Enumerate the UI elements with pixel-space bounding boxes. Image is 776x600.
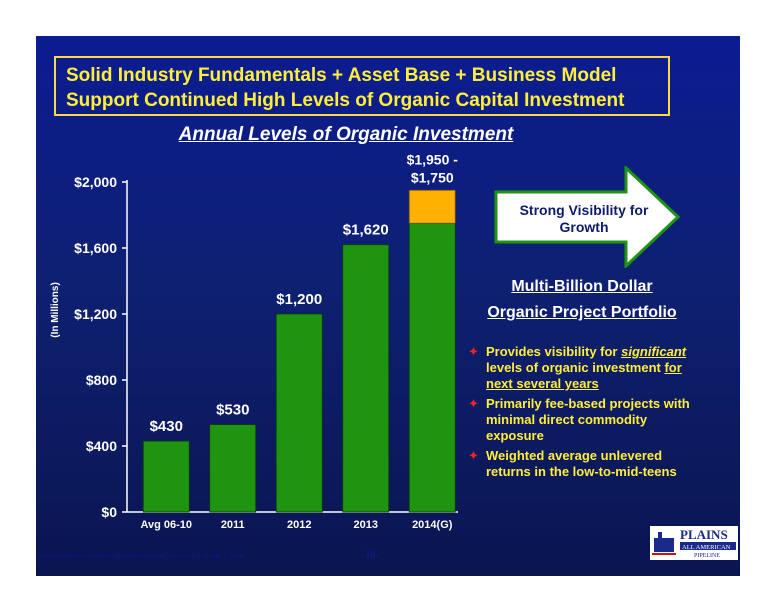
y-tick-label: $1,600	[74, 240, 117, 256]
bullet-1-ul1: for	[664, 360, 682, 375]
y-tick-label: $400	[86, 438, 117, 454]
data-label: $1,200	[276, 291, 322, 308]
portfolio-line2: Organic Project Portfolio	[487, 304, 677, 321]
arrow-line1: Strong Visibility for	[519, 202, 649, 218]
plains-logo: PLAINS ALL AMERICAN PIPELINE	[650, 526, 738, 560]
y-tick-label: $0	[101, 504, 117, 520]
bullet-2-text: Primarily fee-based projects with minima…	[486, 396, 690, 443]
four-point-star-icon: ✦	[468, 448, 479, 463]
portfolio-heading: Multi-Billion Dollar Organic Project Por…	[466, 274, 698, 326]
page-number: -16-	[362, 550, 379, 561]
data-label: $1,950 -	[407, 151, 459, 167]
arrow-line2: Growth	[559, 219, 609, 235]
bar	[408, 222, 456, 513]
y-tick-label: $1,200	[74, 306, 117, 322]
bullet-item: ✦ Provides visibility for significant le…	[466, 344, 706, 392]
y-tick-label: $2,000	[74, 174, 117, 190]
data-label: $1,750	[411, 169, 454, 185]
bullet-1-emph: significant	[621, 344, 687, 359]
bar	[275, 313, 323, 513]
y-axis-title: (In Millions)	[50, 282, 61, 338]
bullet-item: ✦ Primarily fee-based projects with mini…	[466, 396, 706, 444]
bullet-1-ul2: next several years	[486, 376, 599, 391]
logo-line3: PIPELINE	[694, 553, 720, 559]
bullet-3-text: Weighted average unlevered returns in th…	[486, 448, 677, 479]
bar-chart: $0 $400 $800 $1,200 $1,600 $2,000 (In Millions…	[50, 151, 459, 531]
bullet-item: ✦ Weighted average unlevered returns in …	[466, 448, 706, 480]
four-point-star-icon: ✦	[468, 344, 479, 359]
four-point-star-icon: ✦	[468, 396, 479, 411]
bar-range-segment	[408, 189, 456, 224]
slide: Solid Industry Fundamentals + Asset Base…	[36, 36, 740, 576]
x-tick-label: Avg 06-10	[140, 519, 192, 531]
slide-title-line1: Solid Industry Fundamentals + Asset Base…	[66, 65, 617, 86]
arrow-callout-text: Strong Visibility for Growth	[500, 202, 668, 236]
bar	[342, 244, 390, 513]
bar	[209, 424, 257, 513]
logo-line2: ALL AMERICAN	[682, 544, 731, 551]
x-tick-label: 2011	[221, 519, 245, 531]
logo-line1: PLAINS	[680, 527, 728, 542]
data-label: $1,620	[343, 222, 389, 239]
x-tick-label: 2012	[287, 519, 311, 531]
right-arrow-icon	[494, 166, 681, 268]
portfolio-line1: Multi-Billion Dollar	[511, 278, 653, 295]
bullet-1-middle: levels of organic investment	[486, 360, 665, 375]
x-tick-label: 2014(G)	[412, 519, 453, 531]
bar	[142, 440, 190, 513]
chart-title: Annual Levels of Organic Investment	[178, 124, 514, 145]
slide-title-box: Solid Industry Fundamentals + Asset Base…	[54, 56, 670, 116]
bullet-1-before: Provides visibility for	[486, 344, 622, 359]
bullet-list: ✦ Provides visibility for significant le…	[466, 344, 706, 484]
x-tick-label: 2013	[354, 519, 378, 531]
data-label: $430	[150, 418, 183, 435]
data-label: $530	[216, 402, 249, 419]
slide-title-line2: Support Continued High Levels of Organic…	[66, 90, 625, 111]
footnote: 2014(G) amount is based on guidance furn…	[38, 554, 246, 560]
y-tick-label: $800	[86, 372, 117, 388]
